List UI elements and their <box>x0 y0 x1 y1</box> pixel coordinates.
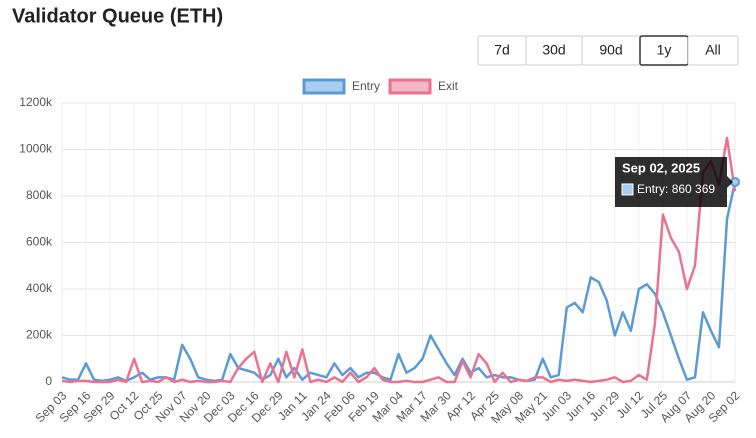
tooltip-title: Sep 02, 2025 <box>622 160 700 175</box>
tooltip-number: 860 369 <box>672 182 716 196</box>
y-tick-label: 600k <box>26 235 53 249</box>
tooltip-series: Entry <box>637 182 665 196</box>
range-button[interactable]: 1y <box>639 35 689 66</box>
y-tick-label: 400k <box>26 281 53 295</box>
y-tick-label: 0 <box>45 374 52 388</box>
y-tick-label: 1200k <box>19 95 53 109</box>
range-button[interactable]: 90d <box>581 35 641 66</box>
series-line <box>61 181 737 383</box>
button-box <box>687 35 739 66</box>
button-label: 30d <box>542 42 565 58</box>
y-tick-label: 1000k <box>19 142 53 156</box>
tooltip-value: Entry: 860 369 <box>637 182 715 196</box>
button-label: 1y <box>657 42 672 58</box>
chart-title: Validator Queue (ETH) <box>12 5 223 27</box>
range-button[interactable]: 7d <box>477 35 527 66</box>
range-button[interactable]: 30d <box>525 35 583 66</box>
button-label: All <box>705 42 721 58</box>
legend-swatch <box>388 78 432 95</box>
series-line <box>61 136 737 384</box>
legend-label: Entry <box>352 79 380 93</box>
y-tick-label: 200k <box>26 328 53 342</box>
y-tick-label: 800k <box>26 188 53 202</box>
button-label: 7d <box>494 42 510 58</box>
button-label: 90d <box>599 42 622 58</box>
tooltip-swatch <box>621 183 634 196</box>
legend-swatch <box>302 78 346 95</box>
tooltip-box <box>615 156 733 207</box>
range-button[interactable]: All <box>687 35 739 66</box>
legend-label: Exit <box>438 79 459 93</box>
